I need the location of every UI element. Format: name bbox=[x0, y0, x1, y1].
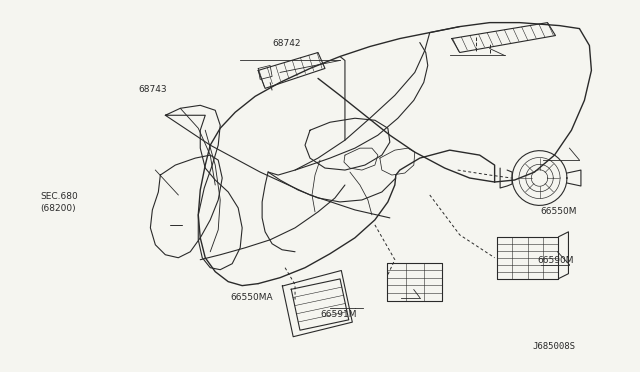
Text: 66550MA: 66550MA bbox=[230, 293, 273, 302]
Text: SEC.680
(68200): SEC.680 (68200) bbox=[40, 192, 78, 213]
Text: J685008S: J685008S bbox=[532, 341, 575, 350]
Text: 66590M: 66590M bbox=[537, 256, 573, 264]
Text: 66591M: 66591M bbox=[320, 311, 356, 320]
Text: 68743: 68743 bbox=[138, 85, 166, 94]
Text: 66550M: 66550M bbox=[540, 208, 577, 217]
Text: 68742: 68742 bbox=[272, 39, 301, 48]
